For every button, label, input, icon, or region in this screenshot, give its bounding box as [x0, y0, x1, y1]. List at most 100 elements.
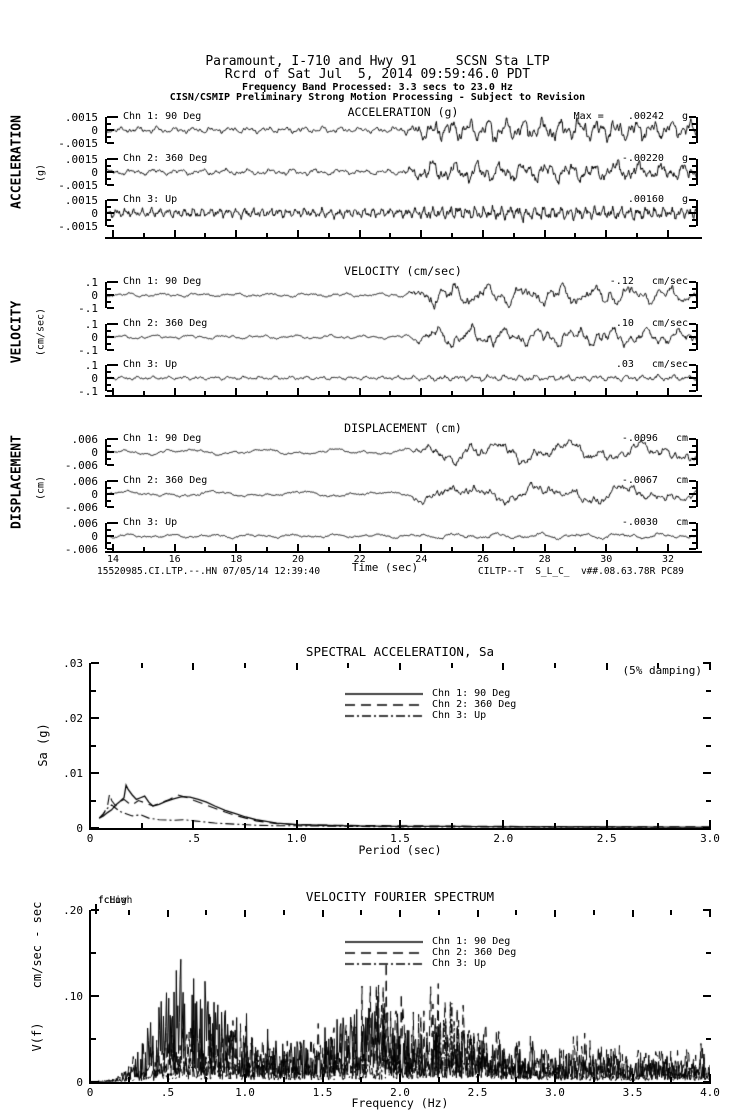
- fourier-y-tick-label: .10: [63, 990, 83, 1003]
- time-axis-tick: [296, 388, 299, 395]
- time-axis-tick: [173, 544, 176, 551]
- time-axis-tick: [512, 233, 515, 237]
- channel-y-axis: [105, 523, 107, 549]
- time-axis-tick: [451, 233, 454, 237]
- time-axis-tick: [481, 230, 484, 237]
- y-tick-label: .1: [84, 318, 98, 331]
- y-tick-label: .006: [71, 517, 99, 530]
- displacement-trace-3: [107, 520, 698, 552]
- time-axis-tick: [605, 544, 608, 551]
- channel-y-axis: [105, 159, 107, 185]
- y-tick-label: -.006: [64, 543, 98, 556]
- time-axis-tick: [327, 233, 330, 237]
- fourier-x-axis: [89, 1082, 711, 1084]
- filter-corner-low-label: fcLow: [98, 895, 127, 906]
- channel-y-axis: [105, 365, 107, 391]
- time-tick-label: 22: [353, 554, 366, 565]
- time-axis-tick: [204, 391, 207, 395]
- sa-plot-title: SPECTRAL ACCELERATION, Sa: [305, 644, 495, 659]
- x-axis-top-tick: [709, 910, 711, 917]
- displacement-axis-label: DISPLACEMENT: [9, 435, 25, 529]
- time-axis-tick: [235, 544, 238, 551]
- sa-x-tick-label: 1.0: [286, 832, 307, 845]
- record-id-footer: 15520985.CI.LTP.--.HN 07/05/14 12:39:40: [97, 566, 321, 577]
- fourier-x-tick-label: 0: [86, 1086, 94, 1099]
- time-axis-tick: [420, 230, 423, 237]
- y-tick-label: 0: [91, 331, 98, 344]
- time-axis-tick: [142, 547, 145, 551]
- x-axis-tick: [709, 820, 711, 828]
- displacement-trace-1: [107, 436, 698, 468]
- time-axis-tick: [574, 233, 577, 237]
- fourier-x-tick-label: 2.0: [390, 1086, 410, 1099]
- time-axis-tick: [235, 230, 238, 237]
- y-tick-label: -.1: [78, 344, 98, 357]
- time-tick-label: 24: [415, 554, 428, 565]
- panel-time-axis: [105, 395, 702, 397]
- y-tick-label: -.006: [64, 459, 98, 472]
- time-axis-tick: [266, 391, 269, 395]
- sa-x-tick-label: .5: [186, 832, 200, 845]
- time-axis-tick: [543, 388, 546, 395]
- time-axis-tick: [543, 230, 546, 237]
- time-axis-tick: [543, 544, 546, 551]
- fourier-x-tick-label: 3.5: [622, 1086, 643, 1099]
- fourier-plot-title: VELOCITY FOURIER SPECTRUM: [305, 889, 495, 904]
- y-tick-label: 0: [91, 530, 98, 543]
- time-axis-tick: [112, 544, 114, 551]
- time-axis-tick: [142, 233, 145, 237]
- x-axis-top-tick: [89, 663, 91, 670]
- y-tick-label: 0: [91, 124, 98, 137]
- channel-y-axis: [105, 324, 107, 350]
- sa-x-tick-label: 3.0: [700, 832, 720, 845]
- record-datetime: Rcrd of Sat Jul 5, 2014 09:59:46.0 PDT: [224, 67, 531, 82]
- sa-y-axis: [89, 663, 91, 830]
- channel-y-axis: [105, 439, 107, 465]
- sa-y-tick-label: .02: [63, 712, 83, 725]
- displacement-panel-title: DISPLACEMENT (cm): [344, 421, 462, 435]
- fourier-x-tick-label: 1.5: [312, 1086, 333, 1099]
- time-axis-tick: [420, 544, 423, 551]
- acceleration-trace-1: [107, 114, 698, 146]
- time-axis-tick: [605, 388, 608, 395]
- channel-y-axis: [105, 117, 107, 143]
- time-axis-tick: [235, 388, 238, 395]
- y-tick-label: -.0015: [58, 220, 98, 233]
- y-tick-label: .0015: [64, 194, 98, 207]
- time-axis-tick: [296, 230, 299, 237]
- y-tick-label: -.1: [78, 385, 98, 398]
- velocity-trace-3: [107, 362, 698, 394]
- x-axis-top-tick: [89, 910, 91, 917]
- time-axis-tick: [481, 388, 484, 395]
- acceleration-trace-2: [107, 156, 698, 188]
- time-axis-label: Time (sec): [351, 561, 419, 574]
- channel-y-axis: [105, 481, 107, 507]
- fourier-curves: [91, 910, 710, 1083]
- time-axis-tick: [666, 388, 669, 395]
- time-axis-tick: [296, 544, 299, 551]
- time-axis-tick: [173, 230, 176, 237]
- panel-time-axis: [105, 551, 702, 553]
- record-station-title: Paramount, I-710 and Hwy 91 SCSN Sta LTP: [205, 54, 550, 69]
- velocity-trace-2: [107, 321, 698, 353]
- time-tick-label: 16: [168, 554, 181, 565]
- time-axis-tick: [389, 547, 392, 551]
- time-axis-tick: [266, 547, 269, 551]
- time-axis-tick: [112, 388, 114, 395]
- displacement-trace-2: [107, 478, 698, 510]
- time-axis-tick: [358, 544, 361, 551]
- time-tick-label: 18: [230, 554, 243, 565]
- y-tick-label: 0: [91, 446, 98, 459]
- fourier-x-tick-label: 2.5: [467, 1086, 488, 1099]
- time-axis-tick: [142, 391, 145, 395]
- time-axis-tick: [574, 391, 577, 395]
- velocity-axis-label: VELOCITY: [9, 300, 25, 364]
- time-tick-label: 28: [538, 554, 551, 565]
- fourier-x-axis-label: Frequency (Hz): [351, 1096, 449, 1110]
- time-axis-tick: [389, 391, 392, 395]
- time-tick-label: 14: [106, 554, 120, 565]
- time-axis-tick: [389, 233, 392, 237]
- filter-corner-high-label: fcHigh: [98, 895, 133, 906]
- sa-x-axis-label: Period (sec): [358, 843, 442, 857]
